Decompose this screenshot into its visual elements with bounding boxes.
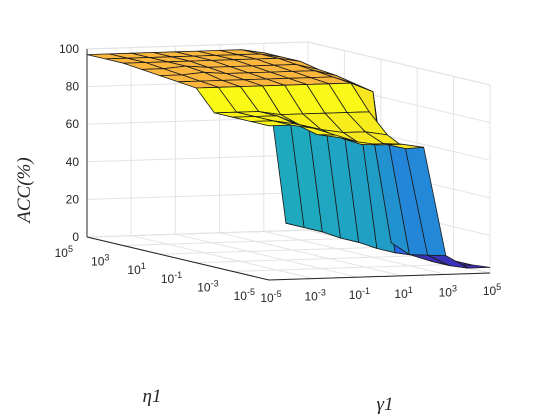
grid-line (159, 246, 381, 255)
eta-axis-line (86, 236, 270, 281)
grid-line (232, 263, 454, 272)
eta-tick-label: 103 (91, 253, 109, 269)
eta-tick-label: 105 (55, 244, 73, 260)
grid-line (123, 238, 345, 247)
grid-line (263, 230, 446, 275)
grid-line (219, 232, 402, 277)
grid-line (86, 229, 309, 238)
grid-line (196, 255, 418, 264)
z-tick-label: 20 (66, 192, 80, 206)
z-tick-label: 40 (66, 155, 80, 169)
grid-line (307, 41, 491, 86)
gamma-tick-label: 10-5 (260, 289, 281, 305)
gamma-tick-label: 101 (394, 285, 412, 301)
grid-line (86, 191, 309, 200)
eta-tick-label: 10-5 (234, 287, 255, 303)
gamma-tick-label: 10-1 (349, 286, 370, 302)
x-axis-title: γ1 (377, 394, 394, 415)
y-axis-title: η1 (143, 386, 162, 407)
surface-cell (250, 120, 292, 127)
acc-surface (86, 49, 491, 269)
grid-line (86, 154, 309, 163)
grid-line (86, 41, 309, 50)
grid-line (175, 233, 358, 278)
eta-tick-label: 101 (127, 261, 145, 277)
tick-labels: 0 20 40 60 80 100 10-5 10-3 10-1 101 103 105 105 103 1… (55, 42, 502, 305)
z-tick-label: 100 (59, 42, 79, 56)
grid-line (131, 235, 314, 280)
z-tick-label: 80 (66, 80, 80, 94)
eta-tick-label: 10-3 (197, 278, 218, 294)
z-tick-label: 0 (72, 230, 79, 244)
z-axis-title: ACC(%) (14, 157, 35, 224)
gamma-tick-label: 103 (439, 283, 457, 299)
gamma-tick-label: 10-3 (305, 288, 326, 304)
z-tick-label: 60 (66, 117, 80, 131)
eta-tick-label: 10-1 (161, 270, 182, 286)
gamma-axis-line (268, 272, 491, 281)
gamma-tick-label: 105 (483, 282, 501, 298)
